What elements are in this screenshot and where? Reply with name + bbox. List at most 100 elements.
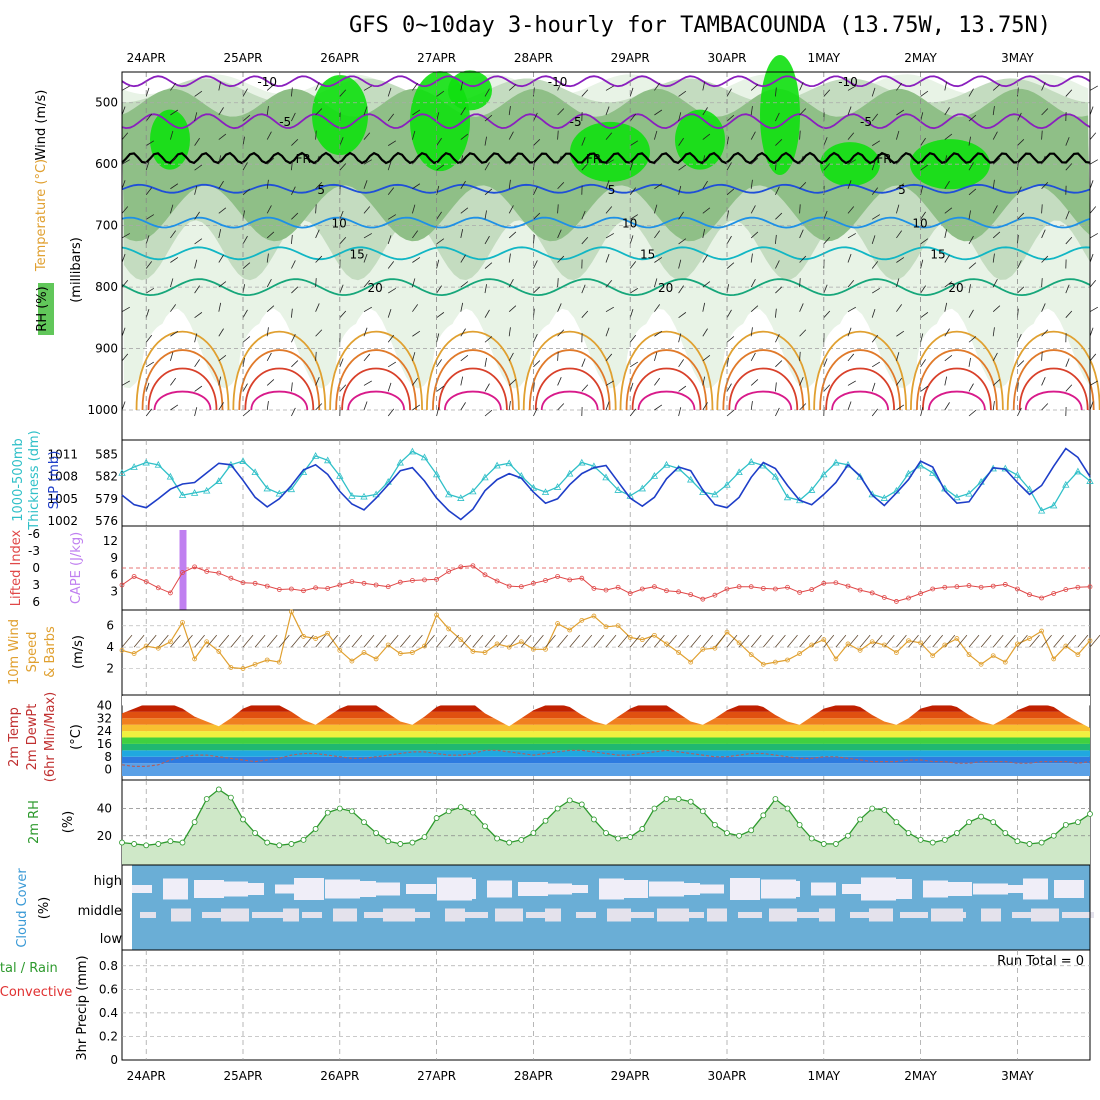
wind-point-45 — [664, 641, 669, 647]
wind-barb — [823, 358, 828, 367]
wind-barb — [339, 310, 347, 318]
bl-contour-6-2 — [728, 367, 799, 411]
date-label-bottom-7: 1MAY — [807, 1069, 840, 1083]
wind-point-19 — [349, 658, 355, 664]
wind-barb — [629, 334, 637, 343]
wind-barb — [436, 90, 445, 97]
wind-barb — [654, 230, 661, 239]
li-point-36 — [555, 574, 560, 579]
cloud-mid-block-4 — [252, 912, 284, 918]
thickness-point-52 — [747, 457, 755, 465]
wind-barb — [315, 155, 320, 165]
thickness-point-6 — [190, 489, 199, 496]
slp-right-tick-1: 1008 — [47, 470, 78, 484]
rh-point-18 — [336, 805, 343, 812]
wind-barb — [1089, 206, 1097, 214]
wind-barb — [339, 236, 347, 245]
wind-barb — [968, 262, 977, 269]
wind-barb — [702, 107, 708, 116]
wind-barb — [775, 186, 780, 195]
wind-barb — [629, 214, 639, 220]
cloud-mid-block-34 — [1062, 912, 1094, 918]
wind-barb-59 — [835, 634, 847, 648]
wind-point-53 — [760, 661, 766, 667]
wind-barb — [363, 253, 368, 263]
wind-barb — [1041, 329, 1049, 337]
wind-barb — [871, 261, 879, 269]
wind-barb-42 — [629, 634, 641, 648]
rh-ylabel-a: 2m RH — [27, 800, 42, 844]
wind-barb — [823, 384, 831, 392]
cloud-high-block-4 — [244, 883, 264, 895]
date-label-bottom-2: 26APR — [320, 1069, 359, 1083]
rh-point-29 — [469, 809, 476, 816]
wind-barb — [944, 229, 948, 239]
rh-point-3 — [155, 841, 162, 847]
wind-barb — [266, 253, 269, 263]
wind-barb — [339, 384, 347, 392]
li-point-1 — [131, 574, 137, 579]
wind-barb — [605, 306, 614, 313]
cloud-level-low: low — [100, 932, 123, 947]
wind-barb — [847, 327, 852, 337]
wind-barb — [266, 157, 275, 165]
rh-point-22 — [385, 838, 392, 845]
wind-barb — [242, 357, 245, 367]
wind-barb — [629, 361, 639, 368]
wind-barb — [775, 212, 783, 220]
wind-barb — [581, 137, 586, 146]
wind-barb — [678, 385, 687, 392]
wind-barb — [1041, 204, 1043, 214]
wind-barb-75 — [1029, 634, 1040, 648]
li-point-57 — [809, 587, 815, 592]
wind-barb — [194, 211, 200, 220]
bl-contour-2-1 — [335, 349, 417, 411]
wind-barb-46 — [678, 634, 689, 648]
wind-barb — [847, 106, 852, 116]
wind-barb — [387, 361, 397, 368]
wind-frame — [121, 609, 1091, 696]
wind-barb — [266, 231, 275, 239]
thickness-point-26 — [432, 470, 441, 478]
wind-barb — [1089, 253, 1094, 263]
upper-ylabel-temp: Temperature (°C) — [34, 159, 49, 272]
wind-barb-58 — [823, 634, 835, 648]
wind-barb — [121, 401, 126, 411]
wind-barb — [920, 333, 924, 343]
wind-barb — [170, 257, 179, 263]
cloud-level-middle: middle — [78, 904, 122, 919]
cloud-high-block-5 — [275, 884, 300, 894]
wind-barb — [629, 113, 637, 122]
wind-barb — [799, 303, 804, 312]
wind-barb — [557, 204, 559, 214]
wind-barb — [726, 88, 732, 97]
wind-barb — [968, 284, 971, 294]
wind-barb — [170, 183, 179, 190]
cloud-mid-block-16 — [576, 912, 596, 918]
wind-barb — [266, 352, 272, 362]
thickness-point-1 — [130, 463, 138, 470]
wind-barb — [629, 408, 637, 417]
bl-contour-1-2 — [244, 367, 315, 411]
cloud-high-block-30 — [942, 882, 972, 896]
wind-point-41 — [615, 623, 621, 629]
wind-barb — [145, 361, 155, 368]
li-point-58 — [821, 580, 827, 586]
wind-barb — [678, 211, 684, 220]
wind-barb-43 — [641, 634, 653, 648]
wind-barb — [847, 233, 856, 239]
cloud-mid-block-8 — [364, 912, 392, 918]
wind-barb — [533, 333, 538, 343]
wind-point-11 — [252, 661, 258, 667]
wind-barb — [460, 302, 464, 312]
wind-ylabel-units: (m/s) — [71, 635, 86, 669]
li-point-60 — [845, 583, 851, 589]
wind-barb — [170, 82, 177, 91]
rh-point-54 — [772, 796, 779, 802]
thickness-point-49 — [711, 490, 719, 498]
wind-barb — [968, 235, 974, 245]
rh-dry-bubble-8 — [916, 321, 973, 412]
wind-barb — [775, 286, 783, 294]
wind-barb — [992, 352, 998, 362]
wind-barb — [702, 254, 708, 263]
